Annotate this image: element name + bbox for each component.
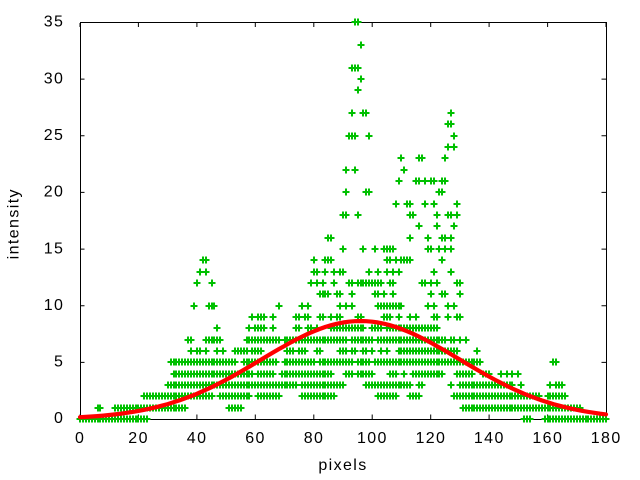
svg-text:0: 0	[75, 430, 85, 447]
svg-text:10: 10	[44, 297, 65, 314]
svg-text:15: 15	[44, 240, 65, 257]
svg-text:0: 0	[54, 410, 64, 427]
svg-text:intensity: intensity	[6, 188, 23, 259]
svg-text:80: 80	[304, 430, 325, 447]
svg-text:5: 5	[54, 354, 64, 371]
svg-text:60: 60	[245, 430, 266, 447]
svg-text:20: 20	[128, 430, 149, 447]
svg-text:180: 180	[591, 430, 622, 447]
svg-text:30: 30	[44, 70, 65, 87]
svg-text:140: 140	[474, 430, 505, 447]
svg-text:20: 20	[44, 184, 65, 201]
svg-text:120: 120	[415, 430, 446, 447]
svg-text:160: 160	[532, 430, 563, 447]
svg-text:100: 100	[357, 430, 388, 447]
svg-text:25: 25	[44, 127, 65, 144]
svg-text:pixels: pixels	[318, 457, 367, 474]
svg-text:35: 35	[44, 14, 65, 31]
svg-text:40: 40	[187, 430, 208, 447]
